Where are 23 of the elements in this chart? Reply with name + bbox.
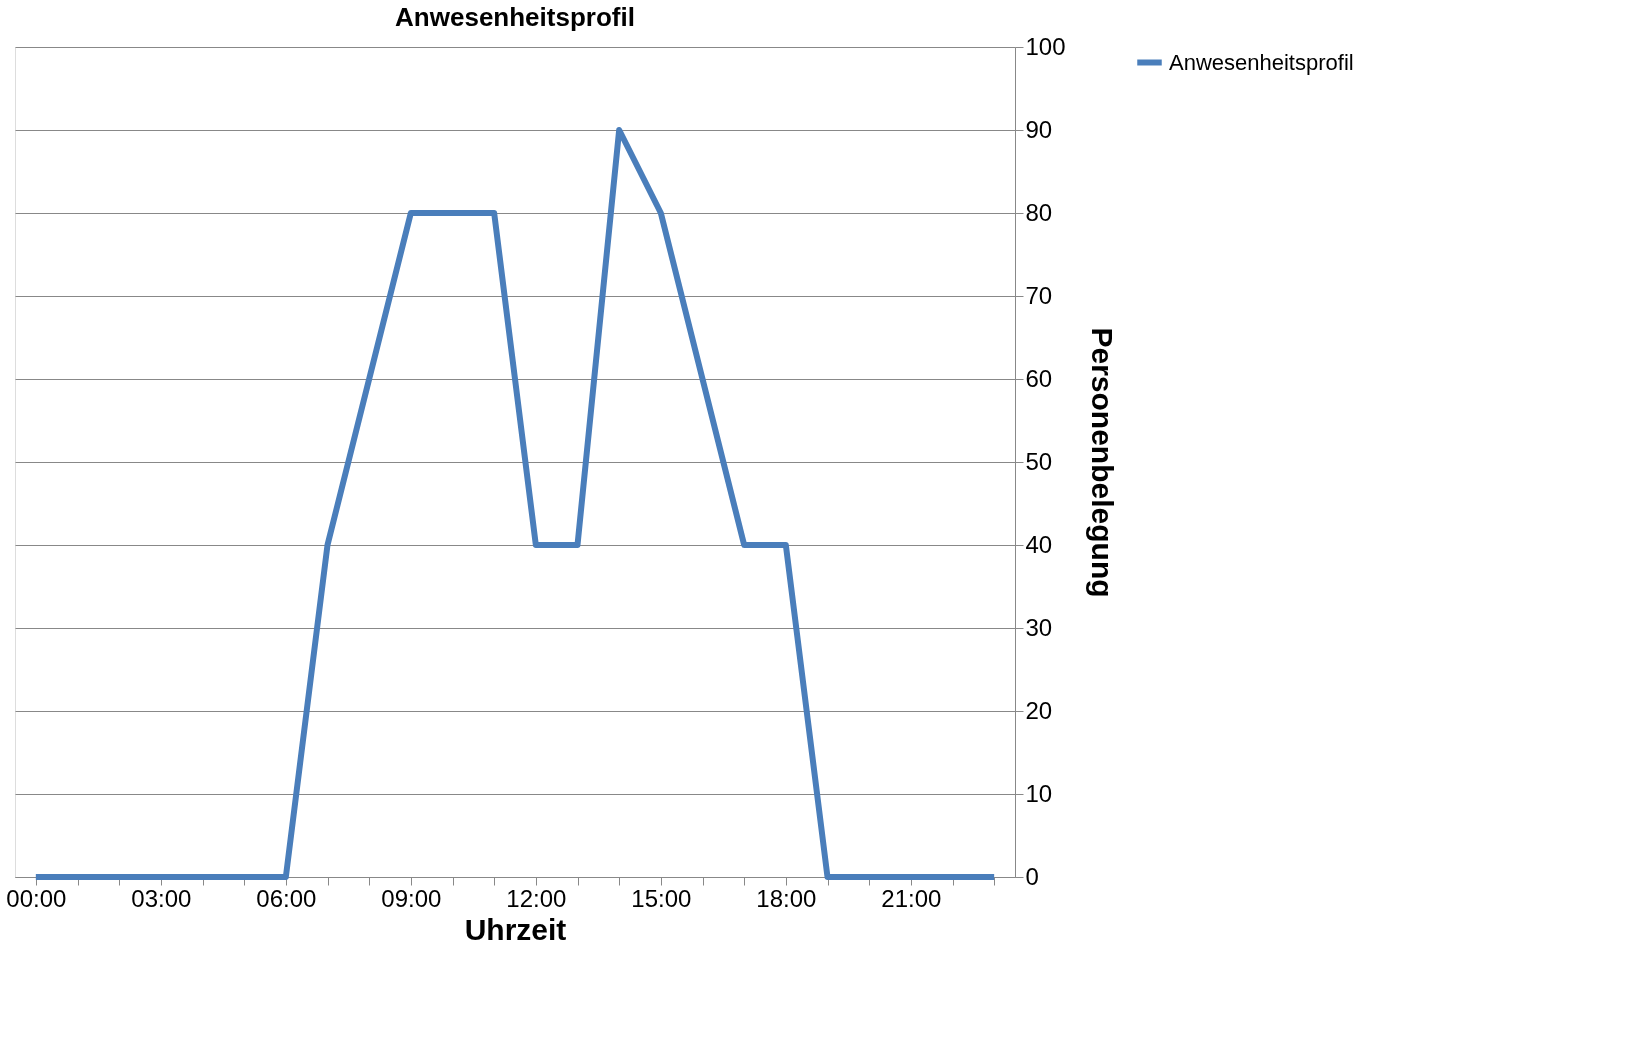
x-tick-label: 06:00: [256, 884, 317, 912]
chart-title: Anwesenheitsprofil: [395, 2, 635, 32]
x-tick-label: 18:00: [756, 884, 817, 912]
y-tick-label: 70: [1025, 281, 1053, 309]
x-tick-label: 03:00: [131, 884, 192, 912]
x-axis-title: Uhrzeit: [464, 912, 567, 946]
y-tick-label: 100: [1025, 32, 1066, 60]
y-tick-label: 0: [1025, 862, 1039, 890]
x-tick-label: 12:00: [506, 884, 567, 912]
legend-label: Anwesenheitsprofil: [1169, 49, 1354, 75]
y-tick-label: 60: [1025, 364, 1053, 392]
y-tick-label: 20: [1025, 696, 1053, 724]
x-tick-label: 15:00: [631, 884, 692, 912]
y-tick-label: 30: [1025, 613, 1053, 641]
y-tick-label: 80: [1025, 198, 1053, 226]
y-axis-title: Personenbelegung: [1085, 327, 1119, 598]
y-tick-label: 50: [1025, 447, 1053, 475]
y-tick-label: 90: [1025, 115, 1053, 143]
x-tick-label: 09:00: [381, 884, 442, 912]
y-tick-label: 10: [1025, 779, 1053, 807]
y-tick-label: 40: [1025, 530, 1053, 558]
x-tick-label: 00:00: [6, 884, 67, 912]
x-tick-label: 21:00: [881, 884, 942, 912]
